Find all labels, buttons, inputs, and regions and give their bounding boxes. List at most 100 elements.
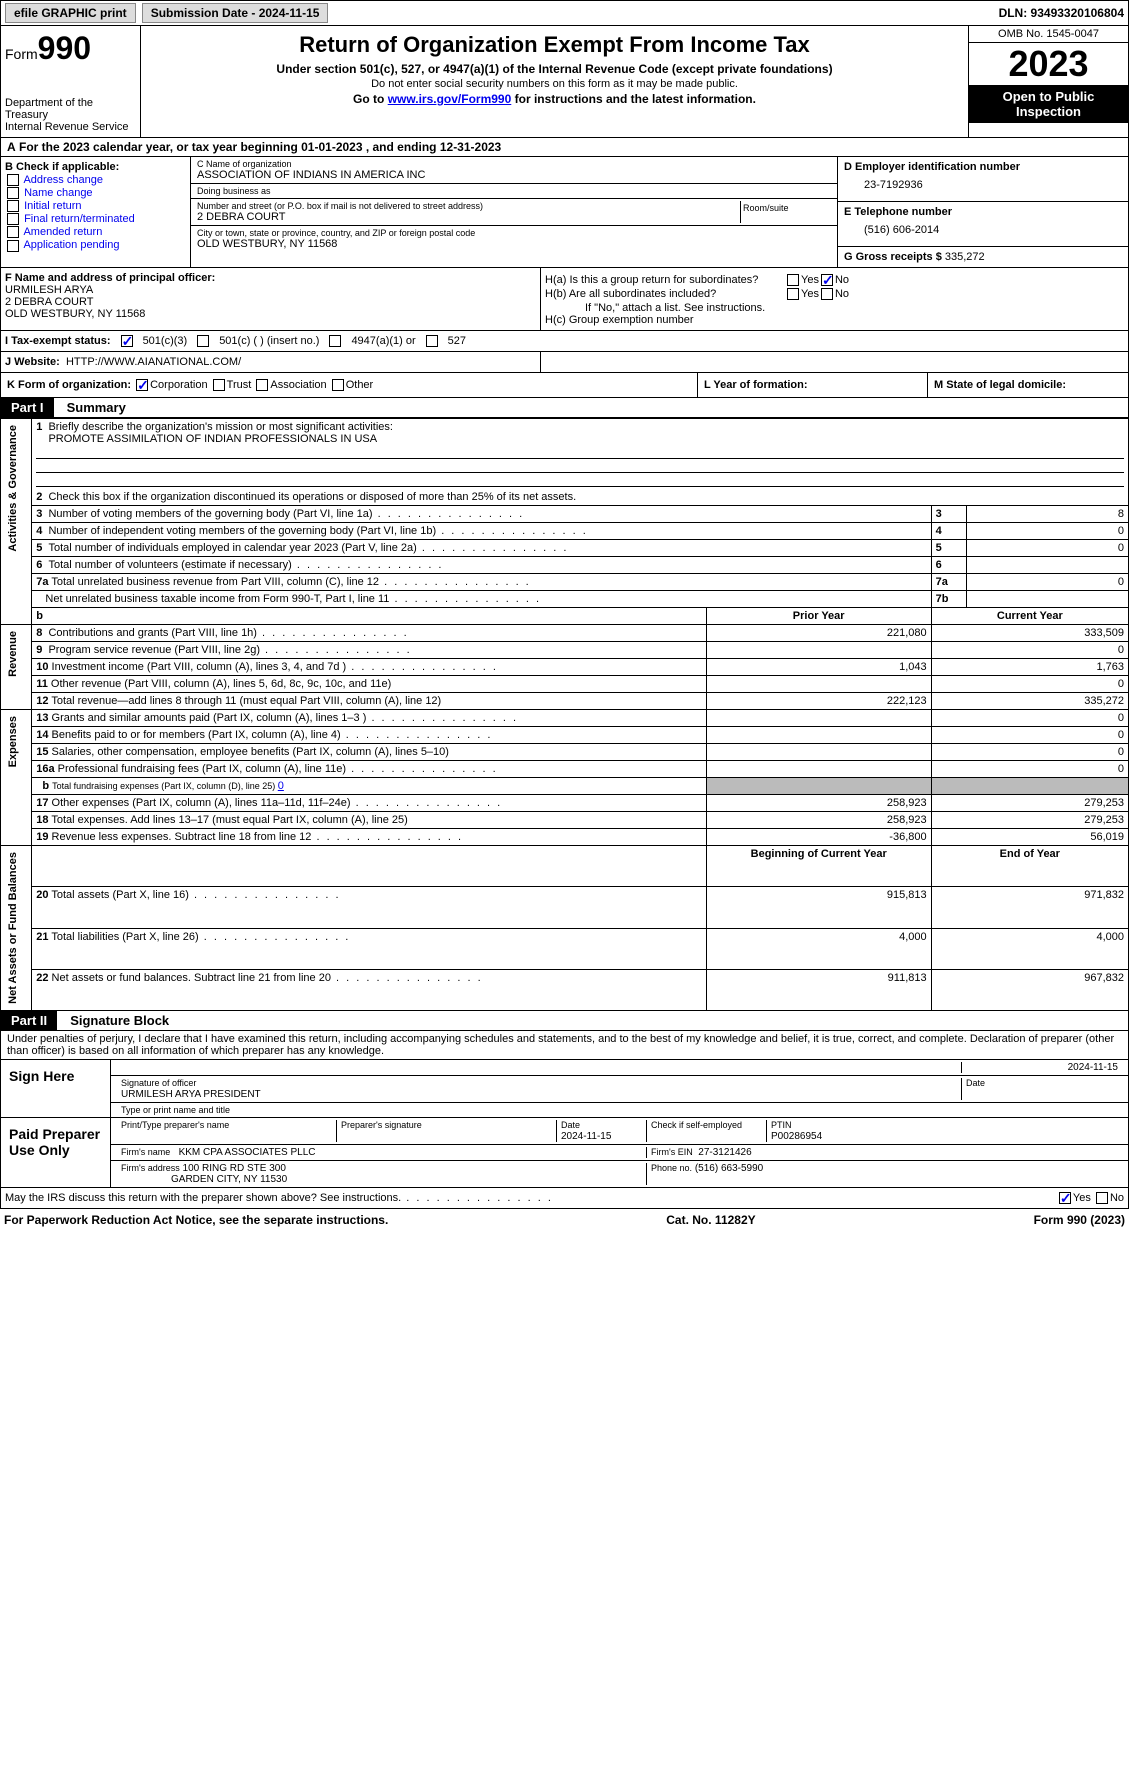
may-discuss: May the IRS discuss this return with the… xyxy=(5,1192,553,1204)
hb-note: If "No," attach a list. See instructions… xyxy=(545,302,1124,314)
cy-hdr: Current Year xyxy=(931,608,1128,625)
boy-hdr: Beginning of Current Year xyxy=(706,846,931,887)
hb-yes[interactable] xyxy=(787,288,799,300)
row-j: J Website: HTTP://WWW.AIANATIONAL.COM/ xyxy=(0,352,1129,373)
chk-pending[interactable]: Application pending xyxy=(5,239,186,251)
dln: DLN: 93493320106804 xyxy=(999,6,1124,20)
line22: Net assets or fund balances. Subtract li… xyxy=(52,972,483,984)
line17: Other expenses (Part IX, column (A), lin… xyxy=(52,797,503,809)
line9: Program service revenue (Part VIII, line… xyxy=(48,644,411,656)
c-name-lbl: C Name of organization xyxy=(197,159,831,169)
v16ac: 0 xyxy=(931,761,1128,778)
chk-assoc[interactable] xyxy=(256,379,268,391)
chk-501c[interactable] xyxy=(197,335,209,347)
foot-mid: Cat. No. 11282Y xyxy=(666,1213,755,1227)
chk-trust[interactable] xyxy=(213,379,225,391)
v8c: 333,509 xyxy=(931,625,1128,642)
form-title: Return of Organization Exempt From Incom… xyxy=(147,32,962,58)
firm-addr: 100 RING RD STE 300 xyxy=(183,1163,286,1174)
v13c: 0 xyxy=(931,710,1128,727)
mission: PROMOTE ASSIMILATION OF INDIAN PROFESSIO… xyxy=(48,433,377,445)
pd-val: 2024-11-15 xyxy=(561,1131,611,1142)
omb: OMB No. 1545-0047 xyxy=(969,26,1128,43)
ein: 23-7192936 xyxy=(844,173,1122,197)
org-name: ASSOCIATION OF INDIANS IN AMERICA INC xyxy=(197,169,831,181)
chk-corp[interactable] xyxy=(136,379,148,391)
v10p: 1,043 xyxy=(706,659,931,676)
chk-name[interactable]: Name change xyxy=(5,187,186,199)
l-lbl: L Year of formation: xyxy=(704,379,808,391)
row-k: K Form of organization: Corporation Trus… xyxy=(0,373,1129,398)
ha-yes[interactable] xyxy=(787,274,799,286)
v16b: 0 xyxy=(278,780,284,792)
firm-addr2: GARDEN CITY, NY 11530 xyxy=(171,1174,287,1185)
line10: Investment income (Part VIII, column (A)… xyxy=(52,661,498,673)
chk-amended[interactable]: Amended return xyxy=(5,226,186,238)
ptin: P00286954 xyxy=(771,1131,822,1142)
eoy-hdr: End of Year xyxy=(931,846,1128,887)
row-a: A For the 2023 calendar year, or tax yea… xyxy=(0,138,1129,157)
form-label: Form xyxy=(5,46,38,62)
dba-lbl: Doing business as xyxy=(197,186,831,196)
ha-no[interactable] xyxy=(821,274,833,286)
val5: 0 xyxy=(966,540,1128,557)
chk-address[interactable]: Address change xyxy=(5,174,186,186)
col-c: C Name of organizationASSOCIATION OF IND… xyxy=(191,157,838,267)
v18p: 258,923 xyxy=(706,812,931,829)
v13p xyxy=(706,710,931,727)
efile-btn[interactable]: efile GRAPHIC print xyxy=(5,3,136,23)
hb-no[interactable] xyxy=(821,288,833,300)
chk-527[interactable] xyxy=(426,335,438,347)
val7a: 0 xyxy=(966,574,1128,591)
ptin-lbl: PTIN xyxy=(771,1120,792,1130)
ha-lbl: H(a) Is this a group return for subordin… xyxy=(545,274,785,286)
street-address: 2 DEBRA COURT xyxy=(197,211,740,223)
chk-initial[interactable]: Initial return xyxy=(5,200,186,212)
m-lbl: M State of legal domicile: xyxy=(934,379,1066,391)
line7b: Net unrelated business taxable income fr… xyxy=(45,593,541,605)
v21p: 4,000 xyxy=(706,928,931,969)
val4: 0 xyxy=(966,523,1128,540)
declaration: Under penalties of perjury, I declare th… xyxy=(0,1031,1129,1060)
irs-link[interactable]: www.irs.gov/Form990 xyxy=(388,92,512,106)
faddr-lbl: Firm's address xyxy=(121,1163,180,1173)
line6: Total number of volunteers (estimate if … xyxy=(48,559,443,571)
i-lbl: I Tax-exempt status: xyxy=(5,335,111,347)
firm-ein: 27-3121426 xyxy=(698,1147,751,1158)
part-ii-hdr: Part II Signature Block xyxy=(0,1011,1129,1031)
city-lbl: City or town, state or province, country… xyxy=(197,228,831,238)
k-lbl: K Form of organization: xyxy=(7,379,131,391)
chk-other[interactable] xyxy=(332,379,344,391)
may-no[interactable] xyxy=(1096,1192,1108,1204)
footer: For Paperwork Reduction Act Notice, see … xyxy=(0,1209,1129,1231)
line15: Salaries, other compensation, employee b… xyxy=(52,746,449,758)
v17p: 258,923 xyxy=(706,795,931,812)
part-i-hdr: Part I Summary xyxy=(0,398,1129,418)
py-hdr: Prior Year xyxy=(706,608,931,625)
pd-lbl: Date xyxy=(561,1120,580,1130)
b-header: B Check if applicable: xyxy=(5,161,186,173)
line16b: Total fundraising expenses (Part IX, col… xyxy=(52,781,278,791)
summary-table: Activities & Governance 1 Briefly descri… xyxy=(0,418,1129,1011)
form-subtitle: Under section 501(c), 527, or 4947(a)(1)… xyxy=(147,62,962,76)
val6 xyxy=(966,557,1128,574)
chk-final[interactable]: Final return/terminated xyxy=(5,213,186,225)
fphone-lbl: Phone no. xyxy=(651,1163,692,1173)
goto: Go to xyxy=(353,92,388,106)
v12p: 222,123 xyxy=(706,693,931,710)
v19p: -36,800 xyxy=(706,829,931,846)
may-yes[interactable] xyxy=(1059,1192,1071,1204)
dept: Department of the Treasury Internal Reve… xyxy=(5,97,136,133)
line20: Total assets (Part X, line 16) xyxy=(51,889,340,901)
side-rev: Revenue xyxy=(5,627,21,681)
sig-date-val: 2024-11-15 xyxy=(962,1062,1122,1073)
chk-4947[interactable] xyxy=(329,335,341,347)
hb-lbl: H(b) Are all subordinates included? xyxy=(545,288,785,300)
chk-501c3[interactable] xyxy=(121,335,133,347)
v22p: 911,813 xyxy=(706,969,931,1010)
topbar: efile GRAPHIC print Submission Date - 20… xyxy=(0,0,1129,26)
ps-lbl: Preparer's signature xyxy=(337,1120,557,1142)
v17c: 279,253 xyxy=(931,795,1128,812)
submission-date: Submission Date - 2024-11-15 xyxy=(142,3,329,23)
v22c: 967,832 xyxy=(931,969,1128,1010)
